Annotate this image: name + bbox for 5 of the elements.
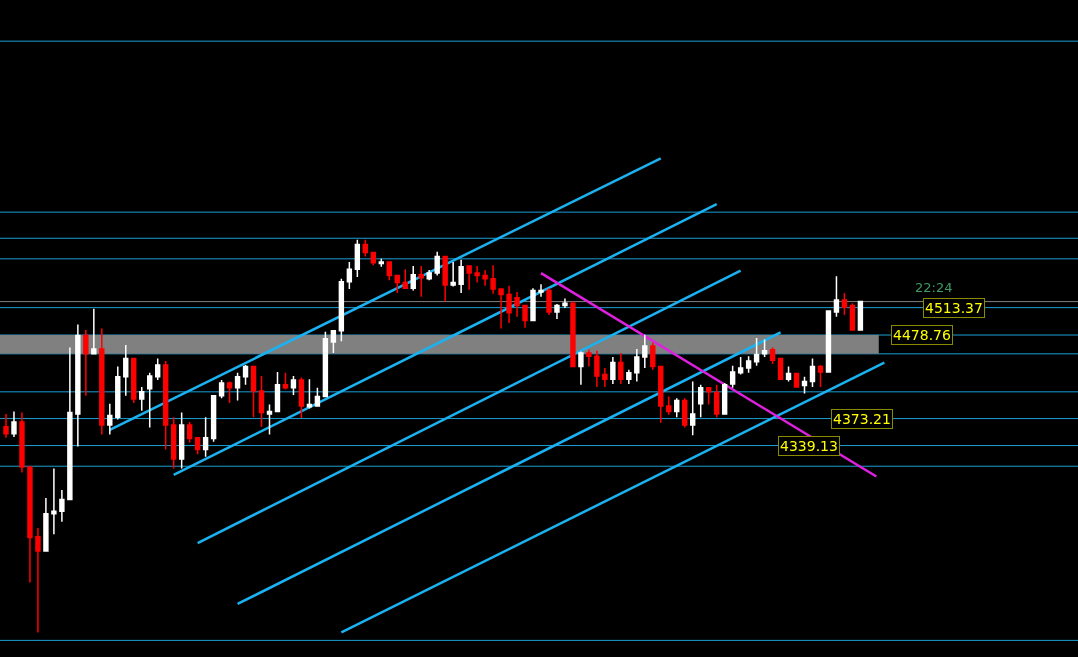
ref-line-label: 4373.21 (833, 411, 891, 427)
ref-line-label: 4339.13 (780, 438, 838, 454)
ref-line-label: 4513.37 (925, 300, 983, 316)
text: 22:24 (915, 280, 953, 295)
ref-line-label: 4478.76 (893, 327, 951, 343)
